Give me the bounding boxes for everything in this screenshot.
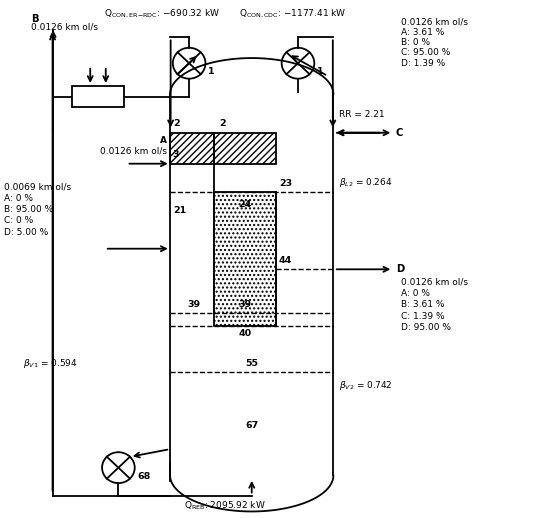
Text: B: B: [31, 15, 39, 24]
Text: 0.0126 km ol/s: 0.0126 km ol/s: [101, 146, 167, 155]
Text: 0.0069 km ol/s: 0.0069 km ol/s: [4, 182, 71, 191]
Text: 55: 55: [245, 359, 258, 368]
Text: 39: 39: [187, 300, 200, 309]
Bar: [170, 133, 214, 164]
Bar: [214, 94, 333, 133]
Text: $\rm Q_{REB}$: 2095.92 kW: $\rm Q_{REB}$: 2095.92 kW: [184, 499, 265, 512]
Text: RR = 2.21: RR = 2.21: [339, 110, 385, 119]
Text: B: 0 %: B: 0 %: [401, 38, 430, 47]
Text: A: 0 %: A: 0 %: [4, 194, 33, 203]
Text: D: 95.00 %: D: 95.00 %: [401, 323, 451, 332]
Text: 1: 1: [208, 66, 215, 76]
Text: 23: 23: [279, 179, 292, 188]
Text: C: 0 %: C: 0 %: [4, 217, 33, 225]
Text: 68: 68: [137, 472, 151, 481]
Text: 1: 1: [317, 66, 324, 76]
Text: 2: 2: [173, 119, 179, 127]
Text: $\beta_{V1}$ = 0.594: $\beta_{V1}$ = 0.594: [23, 356, 78, 369]
Text: B: 3.61 %: B: 3.61 %: [401, 300, 445, 309]
Bar: [72, 87, 124, 107]
Text: $\rm Q_{CON,CDC}$: $-$1177.41 kW: $\rm Q_{CON,CDC}$: $-$1177.41 kW: [238, 8, 346, 20]
Text: 40: 40: [238, 329, 252, 338]
Text: D: D: [396, 264, 404, 275]
Text: D: 1.39 %: D: 1.39 %: [401, 59, 446, 68]
Text: A: 0 %: A: 0 %: [401, 289, 430, 298]
Text: $\beta_{V2}$ = 0.742: $\beta_{V2}$ = 0.742: [339, 379, 392, 392]
Bar: [170, 94, 214, 133]
Text: C: 95.00 %: C: 95.00 %: [401, 48, 451, 57]
Text: C: C: [396, 128, 403, 138]
Text: A: 3.61 %: A: 3.61 %: [401, 28, 445, 37]
Text: C: 1.39 %: C: 1.39 %: [401, 312, 445, 321]
Text: A: A: [160, 136, 167, 145]
Text: 39: 39: [238, 300, 252, 309]
Text: D: 5.00 %: D: 5.00 %: [4, 228, 48, 237]
Text: 24: 24: [238, 200, 252, 209]
Text: $\rm Q_{CON,ER\!-\!RDC}$: $-$690.32 kW: $\rm Q_{CON,ER\!-\!RDC}$: $-$690.32 kW: [104, 8, 220, 20]
Text: 0.0126 km ol/s: 0.0126 km ol/s: [401, 278, 468, 286]
Text: 0.0126 km ol/s: 0.0126 km ol/s: [31, 23, 98, 32]
Text: 0.0126 km ol/s: 0.0126 km ol/s: [401, 18, 468, 26]
Text: B: 95.00 %: B: 95.00 %: [4, 205, 54, 214]
Text: $\beta_{L2}$ = 0.264: $\beta_{L2}$ = 0.264: [339, 176, 392, 189]
Bar: [214, 192, 276, 326]
Bar: [72, 97, 124, 107]
Text: 2: 2: [219, 119, 226, 127]
Text: 44: 44: [279, 256, 292, 265]
Bar: [214, 133, 276, 164]
Text: 67: 67: [245, 421, 258, 430]
Text: 21: 21: [173, 206, 186, 214]
Text: 3: 3: [173, 150, 179, 159]
